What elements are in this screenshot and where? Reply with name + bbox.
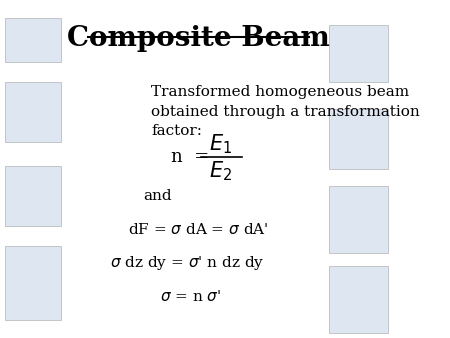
Text: $\sigma$ dz dy = $\sigma$' n dz dy: $\sigma$ dz dy = $\sigma$' n dz dy <box>110 254 264 272</box>
Text: Composite Beam: Composite Beam <box>68 25 330 52</box>
Text: n  =: n = <box>171 148 209 166</box>
FancyBboxPatch shape <box>5 18 61 62</box>
Text: $E_2$: $E_2$ <box>209 160 232 183</box>
Text: dF = $\sigma$ dA = $\sigma$ dA': dF = $\sigma$ dA = $\sigma$ dA' <box>129 222 269 237</box>
FancyBboxPatch shape <box>329 108 388 169</box>
FancyBboxPatch shape <box>5 246 61 320</box>
Text: $\sigma$ = n $\sigma$': $\sigma$ = n $\sigma$' <box>160 289 221 304</box>
FancyBboxPatch shape <box>5 82 61 142</box>
Text: Transformed homogeneous beam
obtained through a transformation
factor:: Transformed homogeneous beam obtained th… <box>151 85 420 138</box>
Text: $E_1$: $E_1$ <box>209 132 232 156</box>
FancyBboxPatch shape <box>329 25 388 82</box>
FancyBboxPatch shape <box>5 166 61 226</box>
FancyBboxPatch shape <box>329 186 388 253</box>
FancyBboxPatch shape <box>329 266 388 333</box>
Text: and: and <box>144 189 172 203</box>
